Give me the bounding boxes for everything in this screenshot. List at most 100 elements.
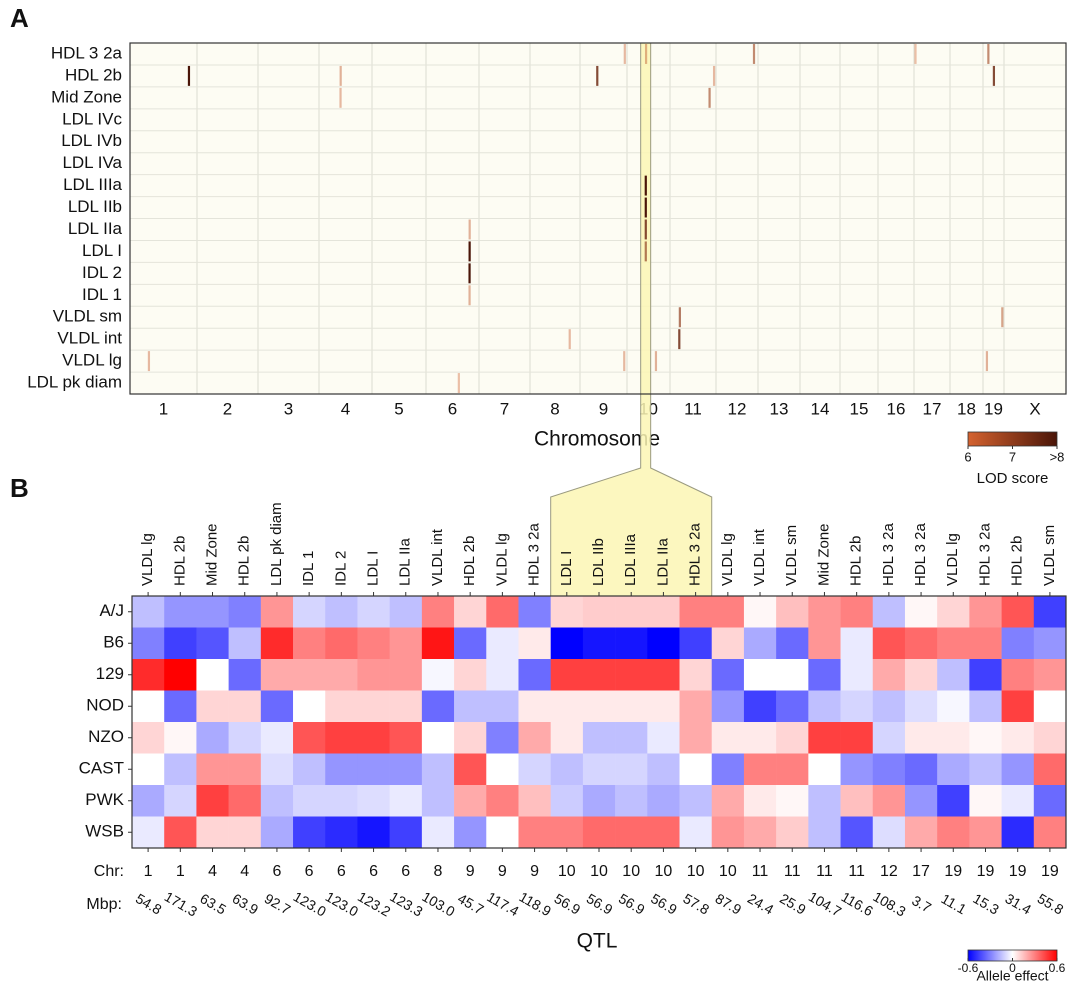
heatmap-cell — [260, 785, 294, 817]
x-tick-label: 9 — [599, 399, 608, 418]
heatmap-cell — [132, 596, 165, 628]
heatmap-cell — [969, 722, 1002, 754]
heatmap-cell — [325, 627, 358, 660]
heatmap-cell — [196, 785, 229, 817]
mbp-label: 171.3 — [162, 888, 201, 919]
lod-peak — [644, 44, 648, 64]
row-label: NOD — [86, 696, 124, 715]
mbp-label: 11.1 — [939, 890, 970, 917]
heatmap-cell — [260, 816, 294, 849]
heatmap-cell — [293, 690, 326, 723]
heatmap-cell — [904, 627, 938, 660]
heatmap-cell — [582, 816, 616, 849]
heatmap-cell — [872, 722, 906, 754]
row-label: PWK — [85, 790, 124, 809]
heatmap-cell — [1033, 785, 1067, 817]
heatmap-cell — [486, 659, 519, 691]
heatmap-cell — [969, 816, 1002, 849]
x-tick-label: 13 — [770, 399, 789, 418]
heatmap-cell — [937, 722, 970, 754]
heatmap-cell — [969, 659, 1002, 691]
heatmap-cell — [454, 785, 487, 817]
heatmap-cell — [454, 753, 487, 786]
heatmap-cell — [1033, 596, 1067, 628]
lod-peak — [468, 241, 471, 262]
heatmap-cell — [711, 816, 745, 849]
chr-label: 11 — [784, 863, 801, 880]
lod-peak — [752, 44, 756, 64]
heatmap-cell — [518, 753, 551, 786]
row-label: LDL pk diam — [27, 373, 122, 392]
mbp-label: 123.0 — [291, 888, 330, 919]
heatmap-cell — [711, 659, 745, 691]
x-tick-label: 5 — [394, 399, 403, 418]
row-label: IDL 2 — [82, 263, 122, 282]
heatmap-cell — [647, 722, 680, 754]
mbp-label: 24.4 — [745, 890, 777, 918]
heatmap-cell — [743, 753, 777, 786]
row-label: A/J — [99, 601, 124, 620]
heatmap-cell — [647, 690, 680, 723]
heatmap-cell — [518, 659, 551, 691]
chr-label: 10 — [622, 863, 640, 880]
chr-label: 6 — [272, 863, 281, 880]
heatmap-cell — [550, 753, 584, 786]
column-label: HDL 2b — [171, 536, 188, 586]
x-tick-label: 8 — [550, 399, 559, 418]
row-label: LDL IIa — [68, 219, 123, 238]
mbp-label: 15.3 — [970, 890, 1002, 918]
lod-peak — [992, 65, 996, 86]
heatmap-cell — [550, 722, 584, 754]
heatmap-cell — [228, 627, 262, 660]
heatmap-cell — [421, 627, 455, 660]
colorbar-tick-label: -0.6 — [958, 961, 979, 975]
heatmap-cell — [132, 690, 165, 723]
heatmap-cell — [647, 753, 680, 786]
heatmap-cell — [293, 785, 326, 817]
heatmap-cell — [293, 722, 326, 754]
heatmap-cell — [969, 785, 1002, 817]
column-label: LDL IIa — [654, 538, 671, 586]
lod-peak — [644, 175, 647, 196]
heatmap-cell — [486, 753, 519, 786]
heatmap-cell — [164, 596, 197, 628]
heatmap-cell — [550, 659, 584, 691]
colorbar-tick-label: 6 — [964, 449, 971, 464]
lod-peak — [654, 351, 658, 372]
heatmap-cell — [969, 753, 1002, 786]
x-tick-label: 1 — [159, 399, 168, 418]
mbp-label: 55.8 — [1035, 890, 1067, 918]
heatmap-cell — [454, 690, 487, 723]
row-label: LDL IVb — [61, 131, 122, 150]
lod-peak — [914, 44, 917, 64]
heatmap-cell — [132, 659, 165, 691]
mbp-label: 3.7 — [909, 892, 934, 916]
mbp-label: 45.7 — [455, 890, 487, 918]
x-tick-label: 4 — [341, 399, 350, 418]
chr-label: 19 — [1009, 863, 1027, 880]
heatmap-cell — [582, 785, 616, 817]
colorbar-tick-label: 0 — [1009, 961, 1016, 975]
heatmap-cell — [196, 659, 229, 691]
heatmap-cell — [389, 627, 423, 660]
heatmap-cell — [325, 753, 358, 786]
column-label: IDL 2 — [332, 551, 349, 586]
column-label: VLDL lg — [493, 533, 510, 586]
column-label: HDL 3 2a — [526, 523, 543, 586]
heatmap-cell — [679, 816, 713, 849]
colorbar-title: Allele effect — [976, 968, 1048, 984]
heatmap-cell — [1033, 753, 1067, 786]
heatmap-cell — [518, 596, 551, 628]
row-label: HDL 3 2a — [51, 43, 123, 62]
mbp-label: 25.9 — [777, 890, 809, 918]
heatmap-cell — [550, 627, 584, 660]
heatmap-cell — [904, 785, 938, 817]
heatmap-cell — [196, 753, 229, 786]
heatmap-cell — [357, 722, 390, 754]
heatmap-cell — [840, 596, 874, 628]
heatmap-cell — [937, 690, 970, 723]
column-label: HDL 2b — [848, 536, 865, 586]
heatmap-cell — [711, 753, 745, 786]
lod-peak — [468, 219, 471, 240]
mbp-label: 108.3 — [870, 888, 909, 919]
